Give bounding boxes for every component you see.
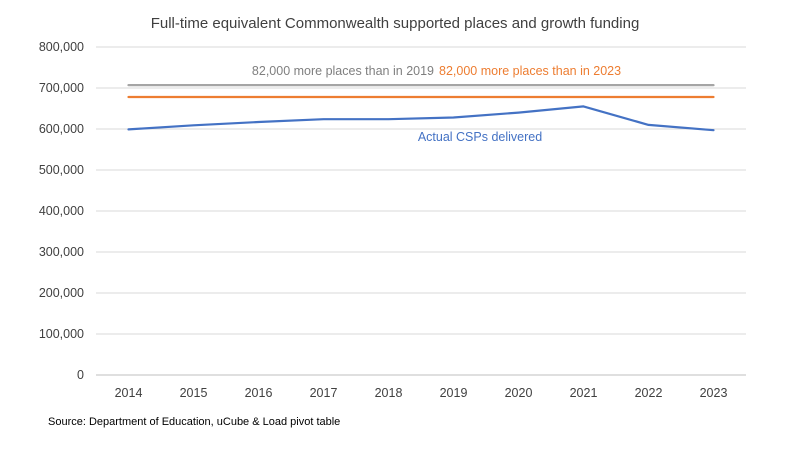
x-axis: 2014 2015 2016 2017 2018 2019 2020 2021 2022 2023 xyxy=(115,386,728,400)
x-tick-label: 2016 xyxy=(245,386,273,400)
x-tick-label: 2021 xyxy=(570,386,598,400)
x-tick-label: 2023 xyxy=(700,386,728,400)
source-note: Source: Department of Education, uCube &… xyxy=(48,416,340,428)
y-tick-label: 500,000 xyxy=(39,163,84,177)
y-tick-label: 400,000 xyxy=(39,204,84,218)
x-tick-label: 2018 xyxy=(375,386,403,400)
x-tick-label: 2019 xyxy=(440,386,468,400)
annotation-2023-target: 82,000 more places than in 2023 xyxy=(439,64,621,78)
x-tick-label: 2020 xyxy=(505,386,533,400)
y-tick-label: 0 xyxy=(77,368,84,382)
x-tick-label: 2017 xyxy=(310,386,338,400)
y-tick-label: 800,000 xyxy=(39,40,84,54)
y-tick-label: 600,000 xyxy=(39,122,84,136)
annotation-2019-target: 82,000 more places than in 2019 xyxy=(252,64,434,78)
x-tick-label: 2014 xyxy=(115,386,143,400)
series-lines xyxy=(127,83,715,132)
annotation-actual-csps: Actual CSPs delivered xyxy=(418,130,542,144)
y-tick-label: 300,000 xyxy=(39,245,84,259)
gridlines xyxy=(96,46,746,376)
x-tick-label: 2015 xyxy=(180,386,208,400)
y-tick-label: 100,000 xyxy=(39,327,84,341)
x-tick-label: 2022 xyxy=(635,386,663,400)
series-line xyxy=(127,105,715,132)
y-tick-label: 200,000 xyxy=(39,286,84,300)
y-axis: 0 100,000 200,000 300,000 400,000 500,000 600,… xyxy=(39,40,84,382)
chart-title: Full-time equivalent Commonwealth suppor… xyxy=(151,15,640,32)
y-tick-label: 700,000 xyxy=(39,81,84,95)
